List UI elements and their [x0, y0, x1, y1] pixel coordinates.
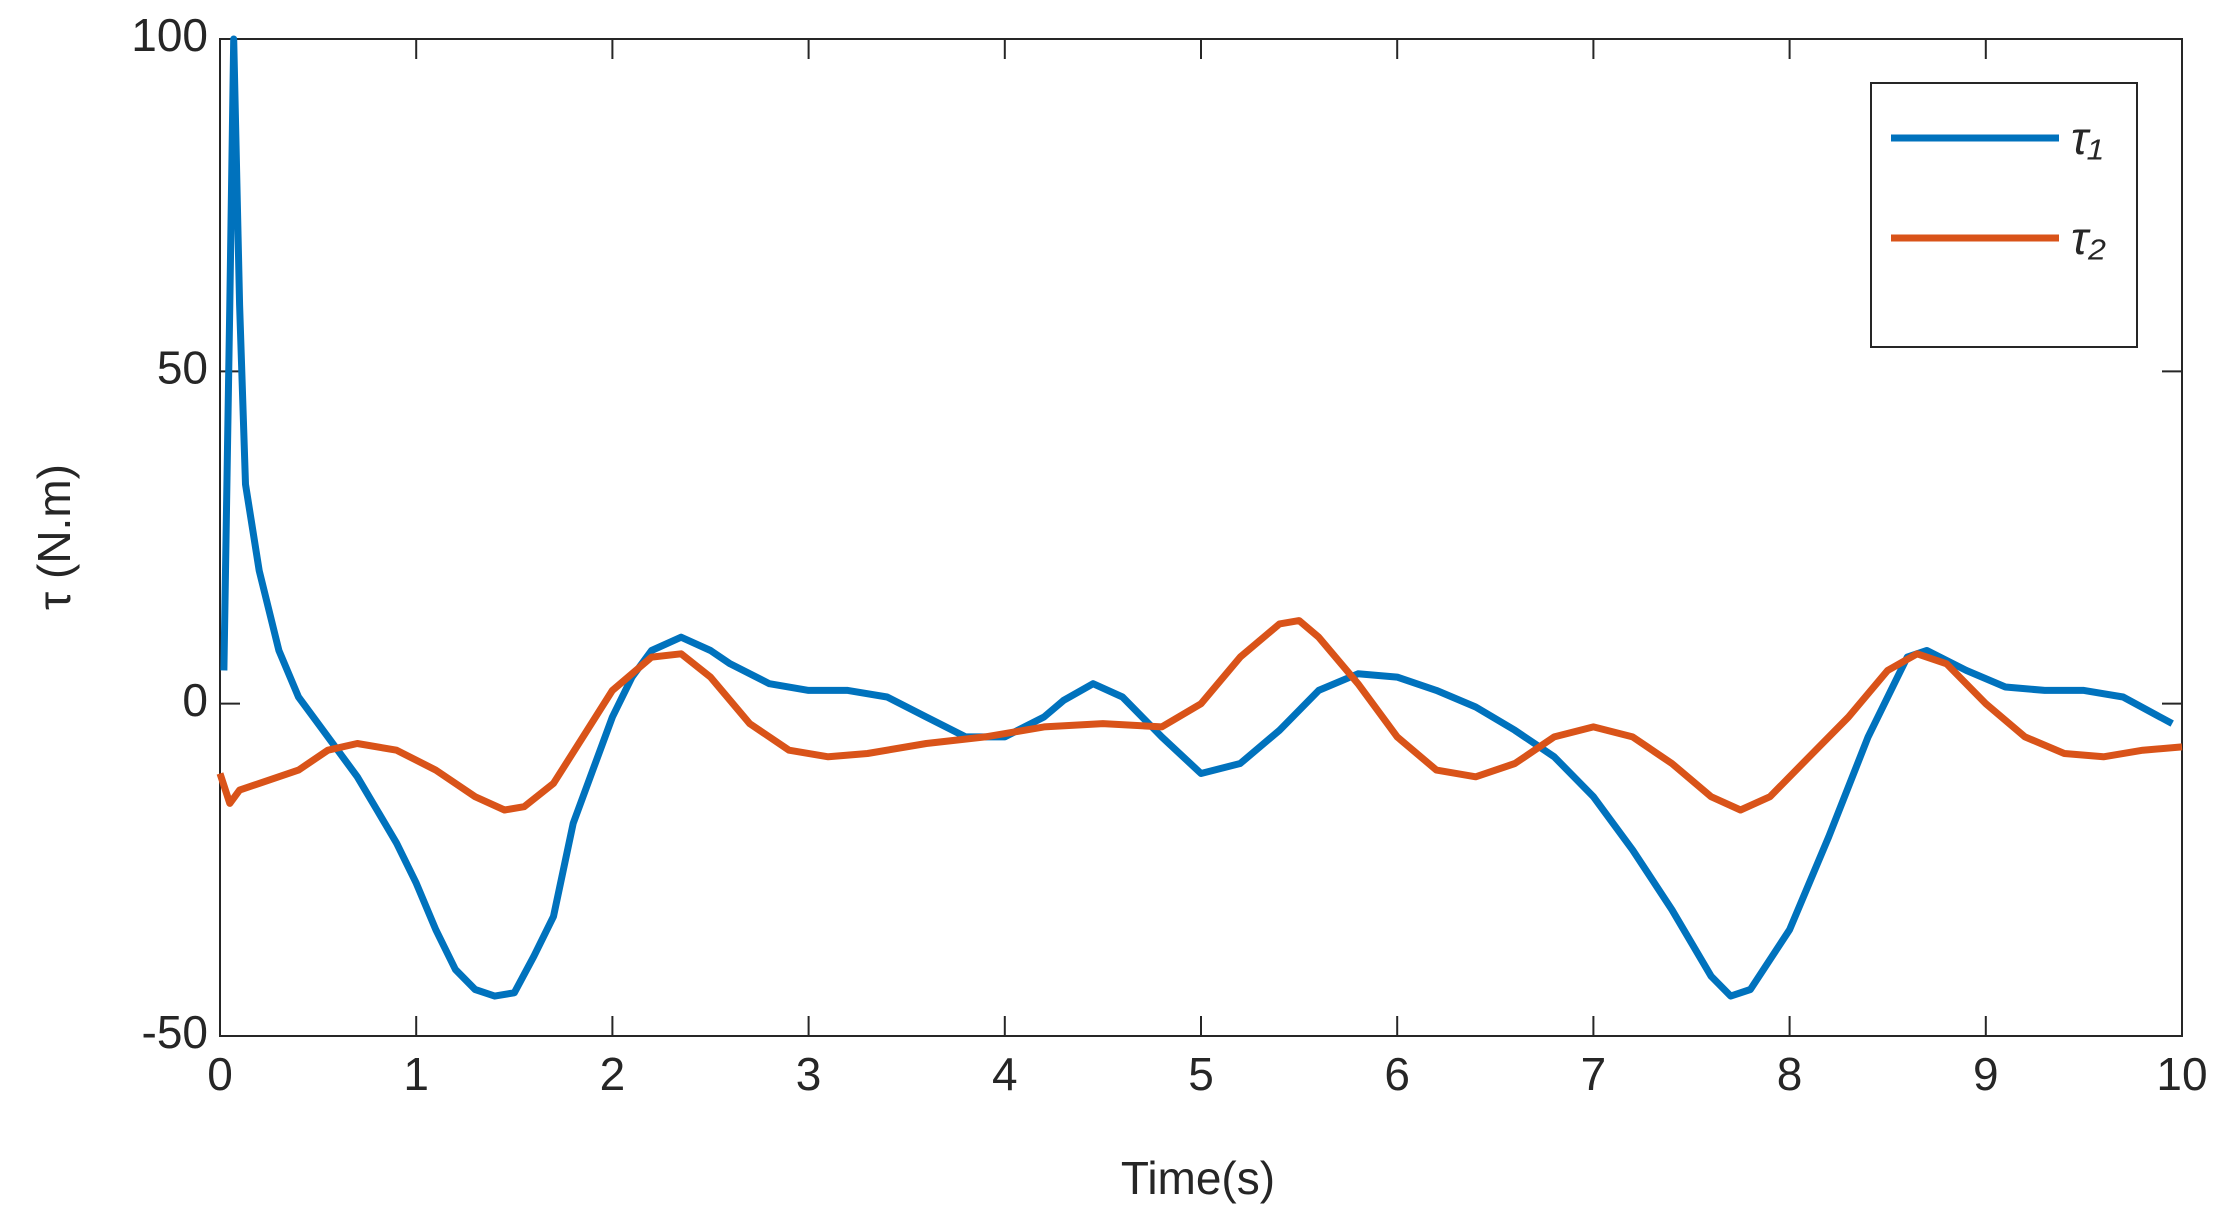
legend-box [1870, 82, 2138, 348]
series-line [220, 35, 2174, 1000]
x-tick-label: 1 [403, 1048, 429, 1100]
legend-label: τ₂ [2071, 212, 2106, 264]
series-line [216, 617, 2183, 814]
x-tick-label: 0 [207, 1048, 233, 1100]
x-tick-label: 4 [992, 1048, 1018, 1100]
x-tick-label: 9 [1973, 1048, 1999, 1100]
x-tick-label: 3 [796, 1048, 822, 1100]
y-tick-label: 0 [182, 674, 208, 726]
x-tick-label: 2 [600, 1048, 626, 1100]
y-tick-label: 50 [157, 341, 208, 393]
y-axis-label: τ (N.m) [28, 464, 80, 610]
legend-label: τ₁ [2071, 112, 2103, 164]
plot-area [219, 38, 2183, 1037]
x-tick-label: 6 [1384, 1048, 1410, 1100]
x-tick-label: 5 [1188, 1048, 1214, 1100]
x-tick-label: 10 [2156, 1048, 2207, 1100]
x-tick-label: 8 [1777, 1048, 1803, 1100]
y-tick-label: 100 [131, 9, 208, 61]
y-tick-label: -50 [142, 1006, 208, 1058]
x-tick-label: 7 [1581, 1048, 1607, 1100]
x-axis-label: Time(s) [1121, 1152, 1275, 1204]
